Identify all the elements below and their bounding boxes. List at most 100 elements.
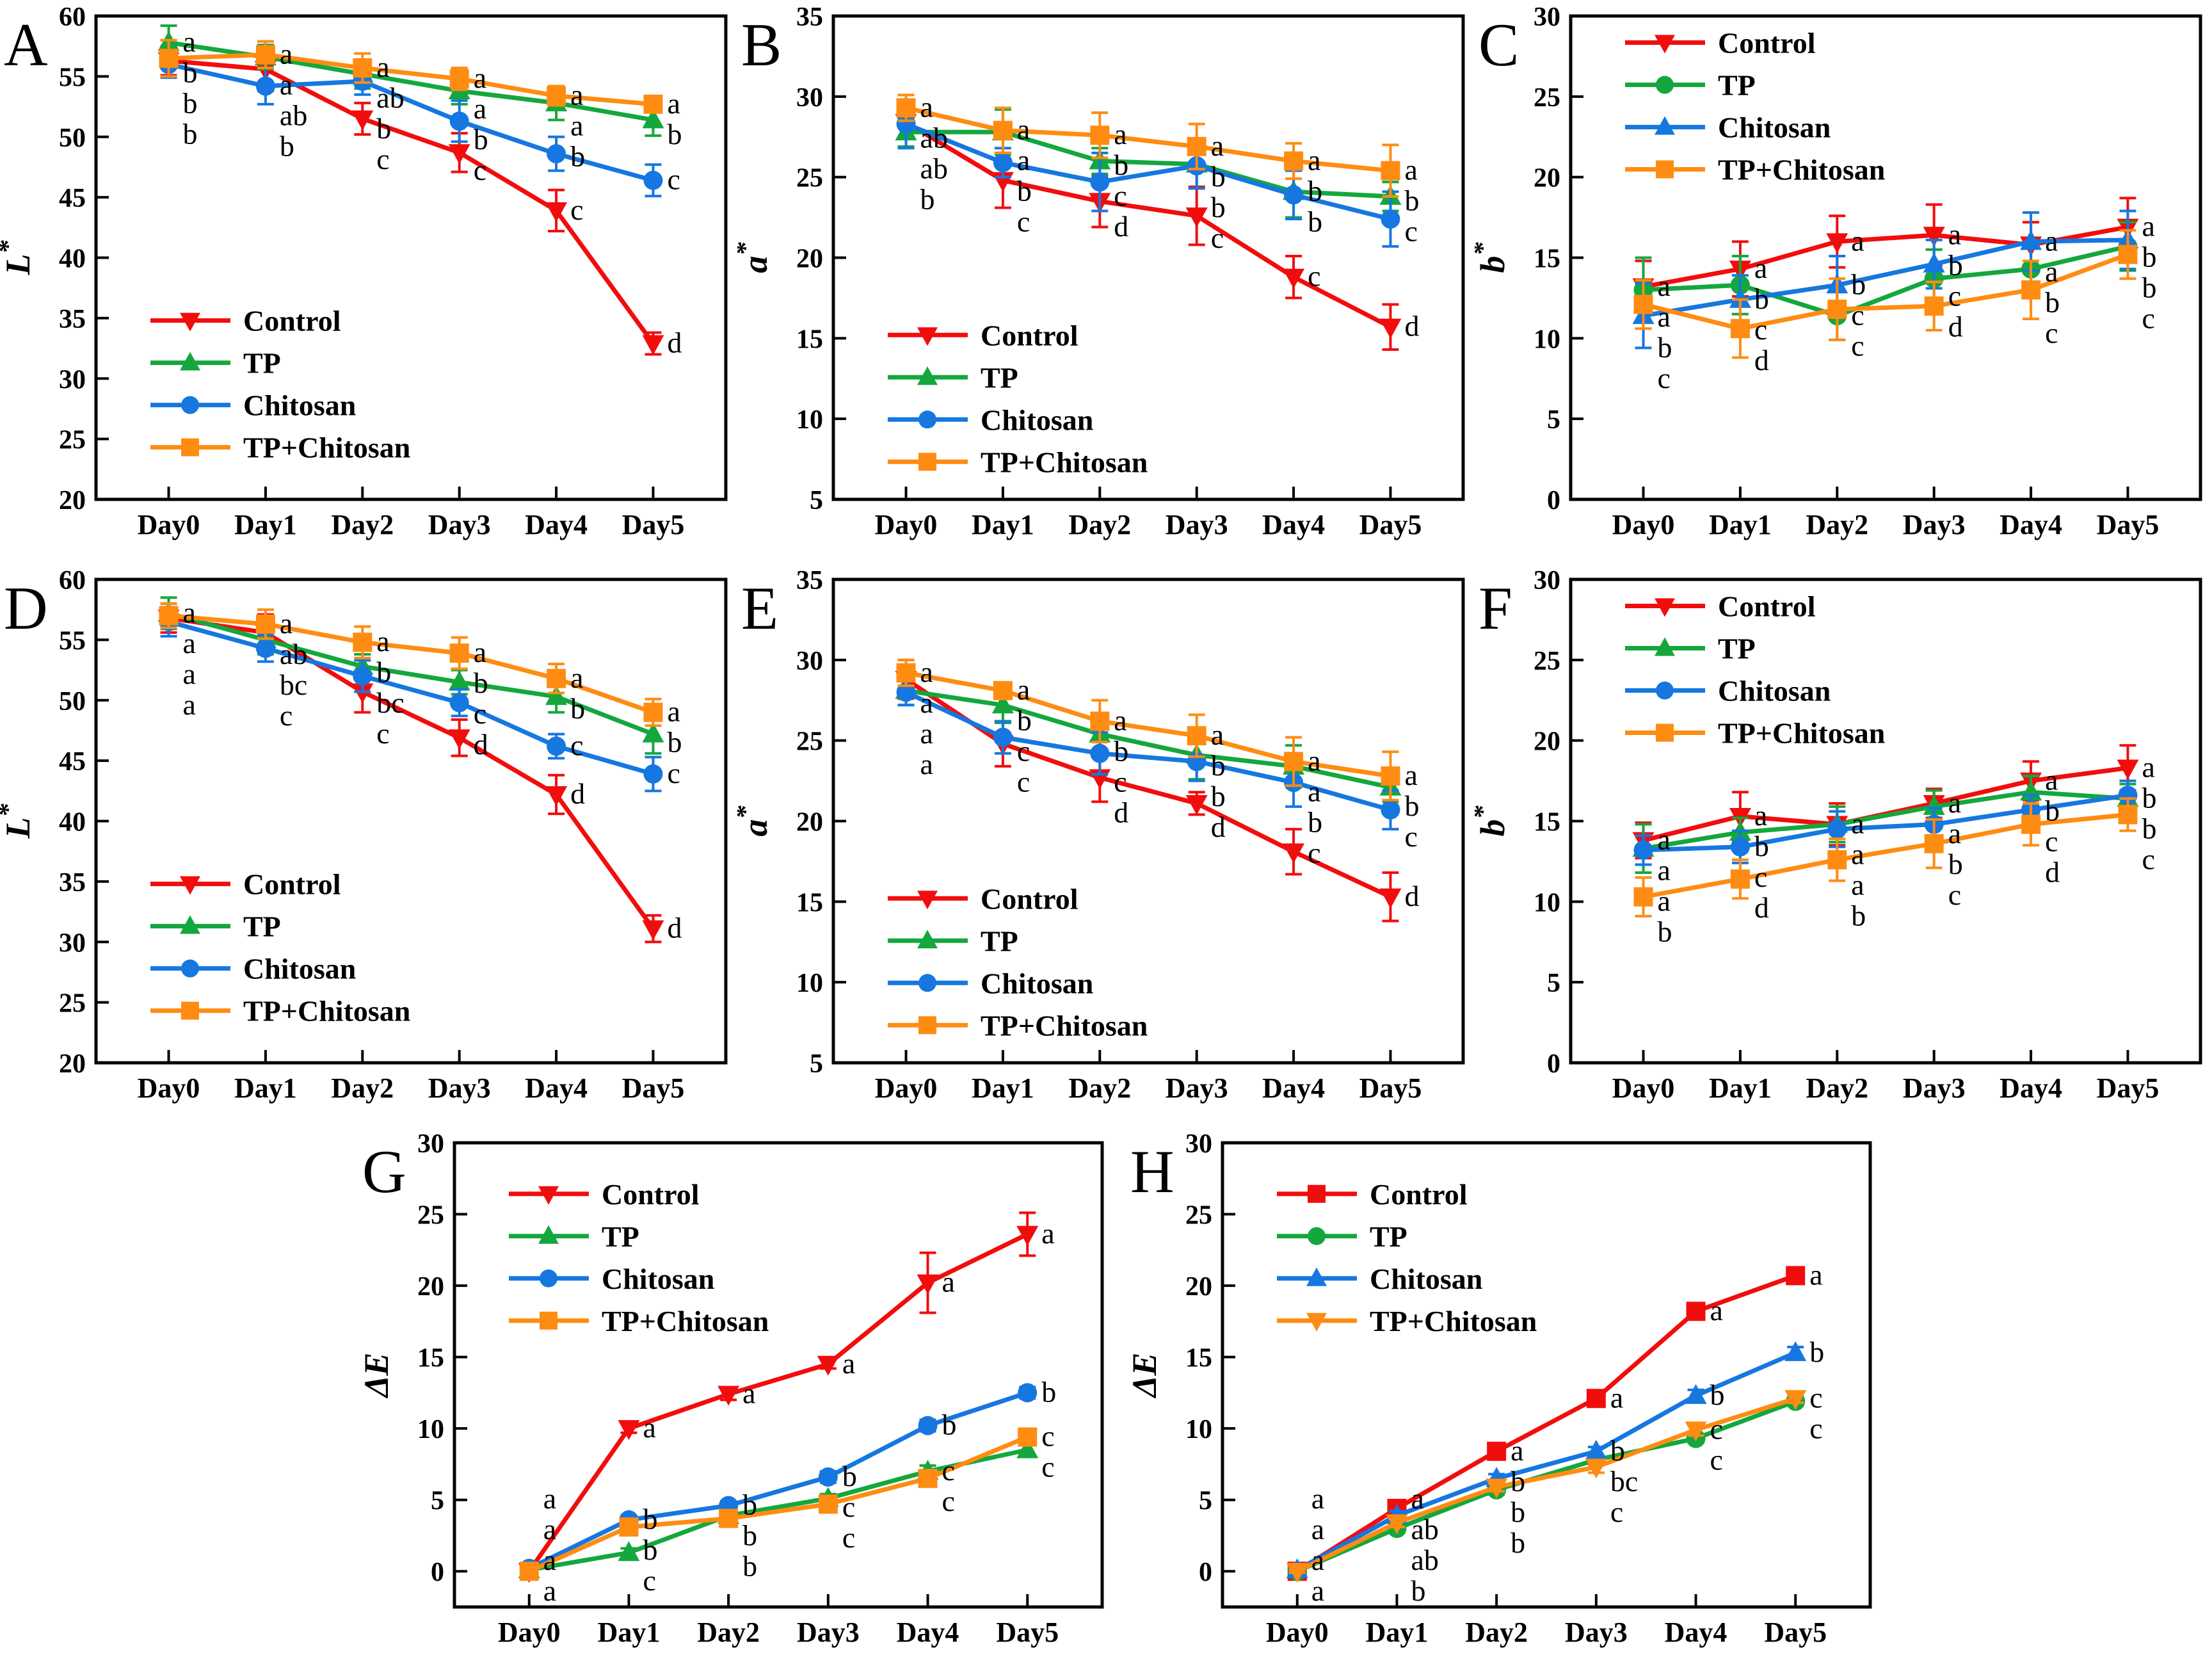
chart-panel-B: B 5 10 15 20 25 30 35 Day0 Day1 Day2 Day3 Day4 Day5 a*…: [737, 3, 1465, 540]
sig-letter: a: [376, 51, 389, 83]
panel-G: G 0 5 10 15 20 25 30 Day0 Day1 Day2 Day3 Day4 Day5 ΔE a…: [358, 1127, 1114, 1671]
y-tick-label: 15: [1534, 808, 1560, 837]
series-line-tp: [529, 1448, 1028, 1572]
sig-letter: c: [1211, 222, 1224, 254]
sig-letter: b: [1404, 789, 1419, 822]
y-tick-label: 35: [59, 868, 86, 898]
legend-label: Control: [602, 1178, 700, 1211]
series-line-control: [904, 677, 1391, 899]
legend-marker-control: [538, 1186, 559, 1205]
x-tick-label: Day0: [1266, 1617, 1329, 1648]
marker-chitosan: [918, 1416, 938, 1435]
y-tick-label: 25: [796, 164, 823, 193]
legend-marker-control: [1655, 35, 1675, 54]
legend-item-tp-chitosan: TP+Chitosan: [1625, 154, 1885, 186]
y-tick-label: 40: [59, 808, 86, 837]
series-line-tp: [906, 688, 1391, 790]
sig-letter: d: [667, 327, 682, 359]
x-tick-label: Day5: [1359, 1072, 1422, 1104]
sig-letter: c: [280, 699, 293, 732]
marker-chitosan: [255, 76, 275, 96]
x-tick-label: Day1: [972, 509, 1034, 540]
legend: Control TP Chitosan TP+Chitosan: [509, 1178, 769, 1337]
sig-letter: c: [1017, 735, 1030, 768]
sig-letter: b: [1041, 1375, 1056, 1408]
legend-item-chitosan: Chitosan: [509, 1263, 714, 1295]
marker-chitosan: [1685, 1384, 1707, 1404]
y-tick-label: 50: [59, 124, 86, 153]
legend-marker-tp-chitosan: [181, 1001, 199, 1020]
legend-item-chitosan: Chitosan: [150, 953, 356, 985]
legend-item-control: Control: [509, 1178, 700, 1211]
sig-letter: b: [643, 1503, 657, 1535]
legend-marker-control: [917, 891, 938, 910]
sig-letter: d: [1754, 891, 1769, 924]
x-tick-label: Day0: [498, 1617, 561, 1648]
sig-letter: b: [1809, 1336, 1824, 1368]
x-tick-label: Day0: [1612, 509, 1675, 540]
legend-label: TP: [243, 910, 281, 943]
legend: Control TP Chitosan TP+Chitosan: [150, 305, 410, 464]
legend: Control TP Chitosan TP+Chitosan: [1625, 590, 1885, 750]
y-tick-label: 60: [59, 3, 86, 32]
y-axis: 20 25 30 35 40 45 50 55 60: [59, 566, 109, 1079]
marker-tp-chitosan: [1924, 296, 1944, 316]
x-axis: Day0 Day1 Day2 Day3 Day4 Day5: [498, 1594, 1059, 1648]
sig-letter: b: [667, 118, 682, 150]
marker-chitosan: [255, 638, 275, 658]
sig-letter: b: [1754, 830, 1769, 862]
sig-letter: a: [1610, 1381, 1623, 1414]
x-tick-label: Day4: [525, 509, 588, 540]
sig-letter: a: [920, 748, 933, 780]
x-tick-label: Day2: [1806, 1072, 1868, 1104]
marker-tp-chitosan: [1381, 161, 1400, 181]
series-line-tp-chitosan: [168, 613, 654, 714]
sig-letter: c: [1658, 362, 1671, 394]
marker-tp-chitosan: [519, 1562, 539, 1581]
sig-letter: b: [1851, 268, 1866, 300]
sig-letter: b: [280, 129, 294, 162]
legend-marker-chitosan: [1306, 1267, 1327, 1286]
legend-label: TP+Chitosan: [981, 446, 1148, 478]
panel-letter: B: [741, 11, 781, 79]
sig-letter: b: [1211, 191, 1226, 223]
sig-letter: b: [2142, 271, 2156, 304]
legend: Control TP Chitosan TP+Chitosan: [1625, 27, 1885, 186]
series-control: [518, 1211, 1039, 1583]
x-tick-label: Day5: [2097, 1072, 2160, 1104]
y-tick-label: 60: [59, 566, 86, 595]
sig-letter: a: [742, 1377, 755, 1410]
marker-tp-chitosan: [1730, 319, 1750, 339]
legend-marker-control: [180, 876, 200, 895]
panel-F: F 0 5 10 15 20 25 30 Day0 Day1 Day2 Day3 Day4 Day5 b* a…: [1475, 563, 2212, 1127]
sig-letter: a: [1809, 1258, 1822, 1291]
legend-item-chitosan: Chitosan: [888, 403, 1093, 436]
marker-control: [1923, 227, 1945, 247]
sig-letter: b: [1511, 1465, 1525, 1497]
marker-tp-chitosan: [818, 1494, 838, 1514]
legend-item-control: Control: [150, 305, 341, 337]
sig-letter: c: [474, 154, 486, 186]
sig-letter: b: [842, 1460, 857, 1492]
legend-label: TP+Chitosan: [981, 1009, 1148, 1042]
sig-letter: c: [1610, 1496, 1623, 1528]
legend-item-tp: TP: [888, 924, 1018, 957]
marker-tp-chitosan: [353, 58, 373, 78]
sig-letter: b: [183, 87, 198, 120]
marker-chitosan: [896, 114, 916, 134]
series-line-control: [527, 1232, 1029, 1573]
y-tick-label: 30: [1534, 566, 1560, 595]
sig-letter: b: [570, 692, 585, 725]
sig-letter: a: [1658, 885, 1671, 917]
marker-chitosan: [1381, 209, 1400, 229]
x-tick-label: Day1: [234, 509, 297, 540]
marker-tp-chitosan: [449, 69, 469, 89]
y-tick-label: 20: [796, 808, 823, 837]
marker-control: [642, 335, 664, 355]
y-tick-label: 25: [1185, 1201, 1212, 1231]
marker-tp-chitosan: [547, 668, 566, 688]
legend-marker-tp-chitosan: [540, 1311, 557, 1330]
series-line-control: [904, 120, 1392, 329]
y-tick-label: 5: [810, 1049, 823, 1079]
